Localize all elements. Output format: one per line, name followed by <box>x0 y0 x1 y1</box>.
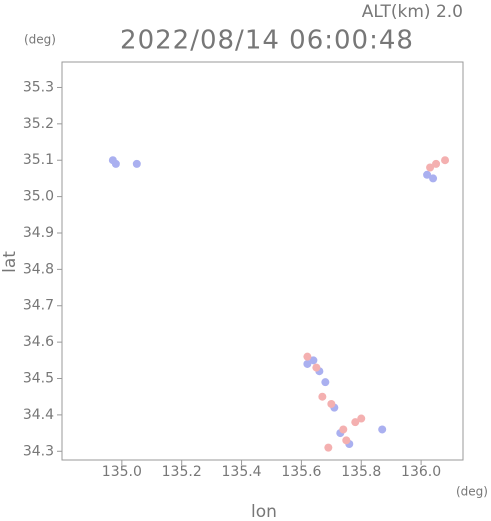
echo-point <box>321 378 330 387</box>
echo-point <box>303 359 312 368</box>
echo-point <box>312 363 321 372</box>
echo-point <box>324 443 333 452</box>
x-unit: (deg) <box>456 485 488 499</box>
y-tick-label: 35.2 <box>23 116 54 132</box>
x-tick-label: 135.2 <box>162 464 202 480</box>
echo-point <box>441 156 450 165</box>
y-tick-label: 34.9 <box>23 225 54 241</box>
altitude-label: ALT(km) 2.0 <box>362 2 463 22</box>
echo-point <box>357 414 366 423</box>
plot-frame <box>61 61 464 461</box>
y-tick-label: 34.6 <box>23 334 54 350</box>
x-axis-label: lon <box>251 502 277 521</box>
echo-point <box>303 352 312 361</box>
x-tick-label: 135.8 <box>341 464 381 480</box>
echo-point <box>429 174 438 183</box>
x-tick-label: 135.4 <box>222 464 262 480</box>
echo-point <box>342 436 351 445</box>
echo-point <box>132 159 141 168</box>
echo-point <box>309 356 318 365</box>
x-tick-label: 135.6 <box>281 464 321 480</box>
y-tick-label: 34.8 <box>23 261 54 277</box>
x-tick-label: 135.0 <box>102 464 142 480</box>
y-tick-label: 34.5 <box>23 371 54 387</box>
y-tick-label: 34.7 <box>23 298 54 314</box>
echo-point <box>432 159 441 168</box>
echo-point <box>378 425 387 434</box>
x-tick-label: 136.0 <box>401 464 441 480</box>
y-tick-label: 35.1 <box>23 152 54 168</box>
echo-point <box>318 392 327 401</box>
echo-point <box>426 163 435 172</box>
chart-title: 2022/08/14 06:00:48 <box>120 26 414 56</box>
echo-point <box>423 170 432 179</box>
echo-point <box>351 418 360 427</box>
echo-point <box>111 159 120 168</box>
y-tick-label: 34.3 <box>23 443 54 459</box>
y-tick-label: 35.0 <box>23 189 54 205</box>
echo-point <box>327 399 336 408</box>
y-tick-label: 34.4 <box>23 407 54 423</box>
y-tick-label: 35.3 <box>23 79 54 95</box>
y-unit: (deg) <box>24 33 56 47</box>
echo-point <box>339 425 348 434</box>
y-axis-label: lat <box>0 251 20 273</box>
